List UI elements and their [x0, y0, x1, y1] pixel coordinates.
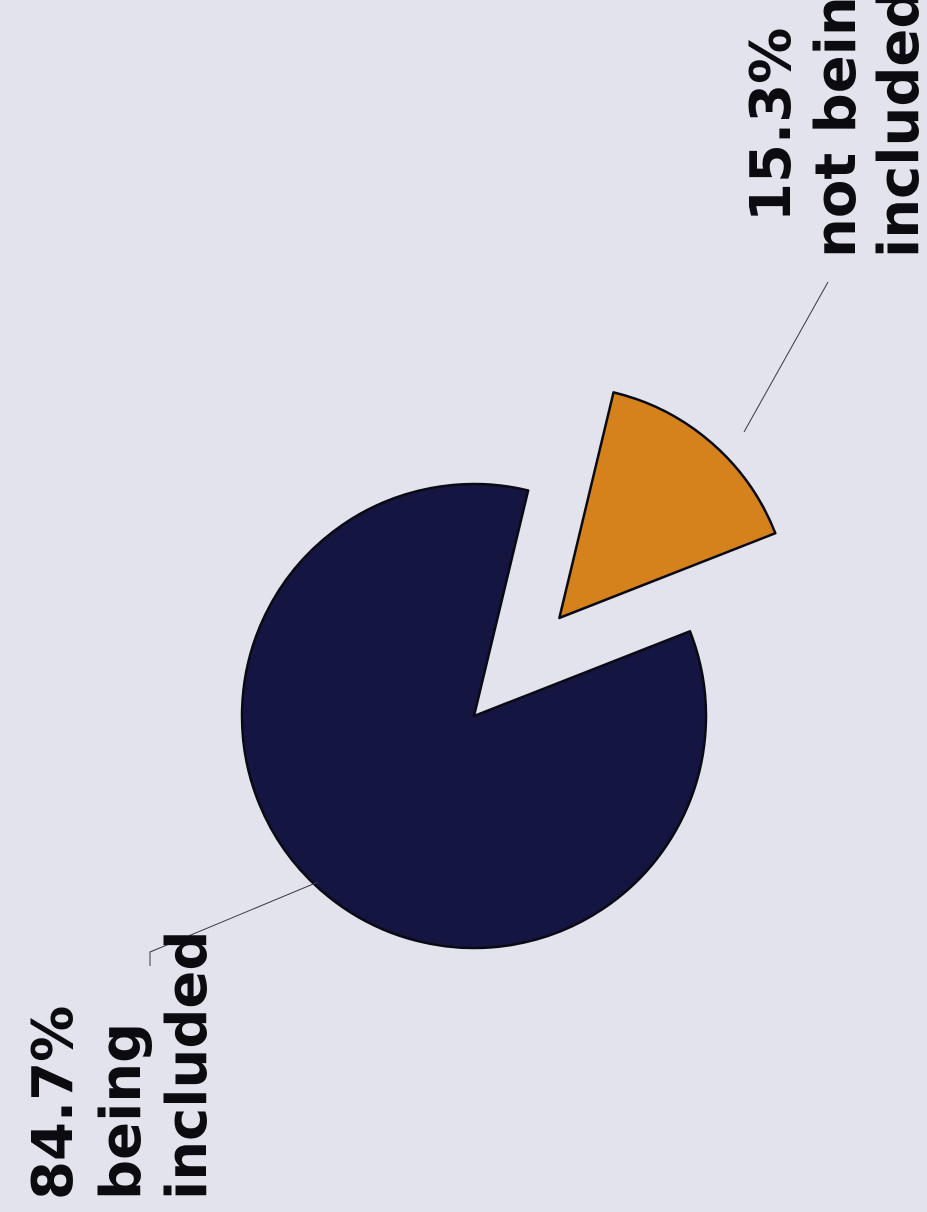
slice-label-not-being-included-line1: not being — [804, 0, 869, 258]
slice-label-being-included-line1: being — [89, 1023, 154, 1200]
labels-layer: 84.7% being included 15.3% not being inc… — [21, 0, 927, 1200]
pie-slice-not-being-included — [558, 391, 777, 620]
slice-label-being-included-value: 84.7% — [21, 1006, 86, 1200]
slice-label-not-being-included-value: 15.3% — [739, 28, 804, 222]
slice-label-not-being-included-line2: included — [867, 0, 927, 258]
pie-slice-being-included — [240, 482, 708, 950]
slice-label-being-included-line2: included — [155, 931, 220, 1200]
leader-line-being-included — [149, 881, 319, 966]
leader-line-not-being-included — [743, 281, 829, 433]
leaders-layer — [149, 281, 829, 966]
slices-layer — [240, 391, 777, 950]
